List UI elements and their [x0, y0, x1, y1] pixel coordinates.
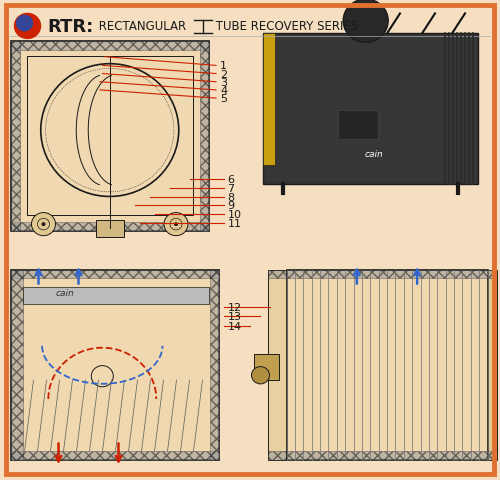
- Bar: [11, 451, 218, 460]
- Text: 3: 3: [220, 78, 227, 87]
- Text: 14: 14: [228, 322, 241, 331]
- Bar: [11, 42, 208, 50]
- Text: 1: 1: [220, 61, 227, 71]
- Bar: [338, 110, 378, 139]
- Text: RTR:: RTR:: [48, 18, 94, 36]
- Bar: [11, 42, 20, 231]
- Bar: [200, 42, 208, 231]
- Bar: [96, 221, 124, 238]
- Bar: [11, 270, 22, 460]
- Circle shape: [14, 14, 40, 39]
- Text: 13: 13: [228, 312, 241, 322]
- Circle shape: [343, 0, 388, 43]
- Bar: [286, 270, 488, 460]
- Bar: [488, 270, 496, 279]
- Bar: [488, 270, 496, 460]
- Circle shape: [174, 223, 178, 227]
- Circle shape: [32, 213, 56, 236]
- Circle shape: [42, 223, 46, 227]
- Bar: [11, 42, 208, 231]
- Text: 11: 11: [228, 218, 241, 228]
- Text: RECTANGULAR: RECTANGULAR: [95, 20, 190, 34]
- Circle shape: [16, 16, 32, 32]
- Text: TUBE RECOVERY SERIES: TUBE RECOVERY SERIES: [212, 20, 358, 34]
- Text: cain: cain: [56, 289, 75, 298]
- Bar: [11, 223, 208, 231]
- Text: 4: 4: [220, 86, 227, 96]
- Text: 6: 6: [228, 175, 234, 185]
- Bar: [488, 451, 496, 460]
- Bar: [286, 451, 488, 460]
- Bar: [210, 270, 218, 460]
- Bar: [268, 451, 286, 460]
- Bar: [268, 270, 286, 460]
- Text: 10: 10: [228, 210, 241, 219]
- Bar: [27, 57, 192, 216]
- Text: 5: 5: [220, 94, 227, 104]
- Circle shape: [92, 366, 114, 387]
- Text: cain: cain: [365, 150, 384, 159]
- Bar: [11, 270, 218, 460]
- Circle shape: [164, 213, 188, 236]
- Text: 9: 9: [228, 201, 234, 211]
- Text: 12: 12: [228, 302, 241, 312]
- Bar: [22, 288, 210, 305]
- Bar: [268, 270, 286, 279]
- Text: 2: 2: [220, 70, 227, 79]
- Bar: [11, 270, 218, 279]
- Text: 7: 7: [228, 184, 234, 193]
- Text: 8: 8: [228, 192, 234, 202]
- Bar: [254, 354, 278, 380]
- Circle shape: [252, 367, 270, 384]
- Bar: [262, 34, 274, 166]
- Bar: [286, 270, 488, 279]
- Bar: [262, 34, 478, 185]
